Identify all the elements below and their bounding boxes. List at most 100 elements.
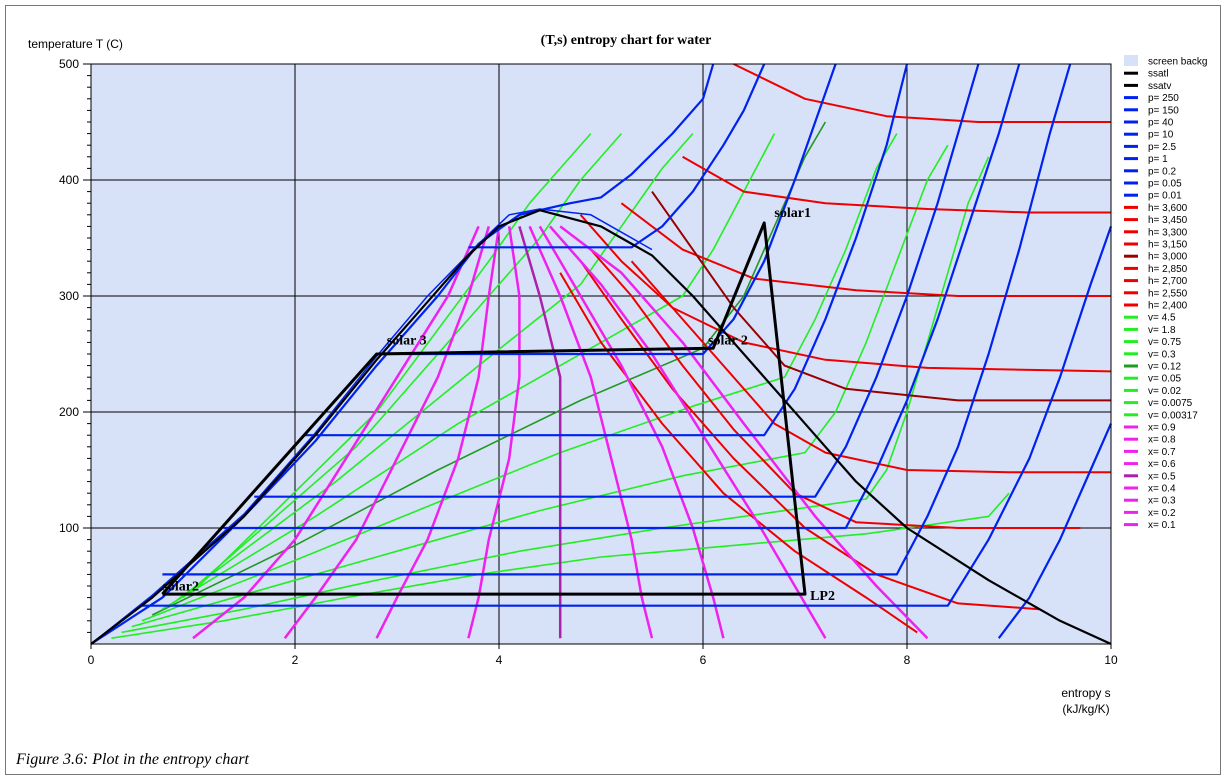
- series-p-0-01: [997, 423, 1113, 639]
- x-tick-label: 2: [292, 653, 299, 667]
- legend-label: h= 2,700: [1148, 276, 1188, 287]
- legend-label: h= 3,300: [1148, 227, 1188, 238]
- legend-label: screen backg: [1148, 57, 1207, 68]
- cycle-label: solar1: [774, 206, 811, 221]
- legend-label: h= 2,400: [1148, 301, 1188, 312]
- legend-label: p= 10: [1148, 130, 1174, 141]
- series-h-3-150: [579, 214, 1112, 373]
- legend-label: h= 2,850: [1148, 264, 1188, 275]
- legend-label: x= 0.8: [1148, 435, 1176, 446]
- figure-caption: Figure 3.6: Plot in the entropy chart: [16, 751, 249, 768]
- x-tick-label: 4: [496, 653, 503, 667]
- legend-label: x= 0.9: [1148, 423, 1176, 434]
- series-x-0-4: [467, 226, 521, 639]
- series-v-0-75: [131, 144, 949, 628]
- legend-label: ssatl: [1148, 69, 1169, 80]
- series-h-3-450: [682, 155, 1111, 214]
- series-h-2-700: [590, 248, 1081, 529]
- series-p-10: [305, 63, 909, 437]
- legend-label: p= 0.05: [1148, 179, 1182, 190]
- x-tick-label: 6: [700, 653, 707, 667]
- series-p-40: [376, 63, 837, 356]
- x-tick-label: 0: [88, 653, 95, 667]
- series-v-0-3: [141, 133, 898, 622]
- y-axis-title: temperature T (C): [28, 37, 123, 51]
- cycle-label: solar 2: [708, 334, 748, 349]
- series-x-0-1: [192, 225, 480, 640]
- legend-label: v= 0.02: [1148, 386, 1182, 397]
- cycle-label: solar 3: [387, 334, 427, 349]
- series-p-2-5: [254, 63, 980, 498]
- cycle-label: solar2: [162, 580, 199, 595]
- series-h-3-600: [733, 63, 1111, 123]
- cycle-label: LP2: [810, 589, 835, 604]
- series-p-0-2: [162, 63, 1072, 576]
- legend-label: v= 1.8: [1148, 325, 1176, 336]
- legend-label: p= 40: [1148, 118, 1174, 129]
- legend-label: x= 0.1: [1148, 520, 1176, 531]
- series-h-2-550: [579, 260, 1040, 611]
- legend-label: p= 0.2: [1148, 166, 1177, 177]
- legend-label: v= 0.12: [1148, 362, 1182, 373]
- legend-label: h= 3,450: [1148, 215, 1188, 226]
- series-h-3-300: [620, 202, 1111, 297]
- series-v-4-5: [111, 492, 1010, 639]
- series-h-3-000: [651, 191, 1111, 402]
- figure-frame: temperature T (C) (T,s) entropy chart fo…: [5, 5, 1221, 775]
- legend-label: h= 3,600: [1148, 203, 1188, 214]
- series-p-150: [468, 63, 766, 249]
- legend-label: x= 0.2: [1148, 508, 1176, 519]
- legend-label: p= 250: [1148, 93, 1179, 104]
- legend-label: p= 0.01: [1148, 191, 1182, 202]
- x-tick-label: 10: [1104, 653, 1118, 667]
- series-ssatv: [539, 209, 1112, 646]
- legend-label: v= 0.05: [1148, 374, 1182, 385]
- legend-label: x= 0.6: [1148, 459, 1176, 470]
- series-p-1: [223, 63, 1021, 530]
- series-h-2-850: [630, 260, 1111, 474]
- legend-label: v= 0.75: [1148, 337, 1182, 348]
- legend-label: p= 1: [1148, 154, 1168, 165]
- series-x-0-5: [518, 226, 562, 639]
- legend-label: x= 0.4: [1148, 484, 1176, 495]
- series-p-0-05: [142, 226, 1113, 607]
- series-v-0-05: [161, 133, 776, 610]
- legend-label: p= 2.5: [1148, 142, 1177, 153]
- y-tick-label: 100: [59, 521, 79, 535]
- y-tick-label: 200: [59, 405, 79, 419]
- cycle-path: solar1 solar 2 solar 3 solar2 LP2: [161, 206, 835, 604]
- y-tick-label: 500: [59, 57, 79, 71]
- series-x-0-2: [283, 226, 490, 639]
- series-v-1-8: [121, 156, 990, 634]
- chart-curves: [90, 63, 1113, 646]
- y-tick-label: 300: [59, 289, 79, 303]
- x-axis-title-line1: entropy s: [1061, 686, 1110, 700]
- legend-label: x= 0.7: [1148, 447, 1176, 458]
- legend-label: x= 0.3: [1148, 496, 1176, 507]
- legend-label: x= 0.5: [1148, 471, 1176, 482]
- cycle-line: [161, 221, 807, 596]
- legend-swatch: [1124, 55, 1138, 66]
- chart-title: (T,s) entropy chart for water: [541, 33, 712, 48]
- legend-label: h= 3,150: [1148, 240, 1188, 251]
- series-v-0-02: [172, 133, 694, 605]
- axes: 0 2 4 6 8 10 100 200 300 400 500: [59, 57, 1118, 667]
- series-x-0-3: [375, 226, 501, 639]
- series-x-0-6: [528, 225, 654, 639]
- legend-label: h= 3,000: [1148, 252, 1188, 263]
- x-axis-title-line2: (kJ/kg/K): [1062, 702, 1109, 716]
- dome-outer-line: [90, 208, 653, 645]
- series-h-2-400: [559, 272, 918, 634]
- series-x-0-7: [538, 225, 725, 639]
- x-tick-label: 8: [904, 653, 911, 667]
- entropy-chart: temperature T (C) (T,s) entropy chart fo…: [28, 33, 1207, 716]
- legend-label: ssatv: [1148, 81, 1171, 92]
- legend-label: h= 2,550: [1148, 288, 1188, 299]
- y-tick-label: 400: [59, 173, 79, 187]
- series-x-0-9: [559, 225, 929, 640]
- legend-label: v= 0.0075: [1148, 398, 1193, 409]
- legend-label: v= 0.3: [1148, 349, 1176, 360]
- legend-label: v= 4.5: [1148, 313, 1176, 324]
- legend-label: p= 150: [1148, 105, 1179, 116]
